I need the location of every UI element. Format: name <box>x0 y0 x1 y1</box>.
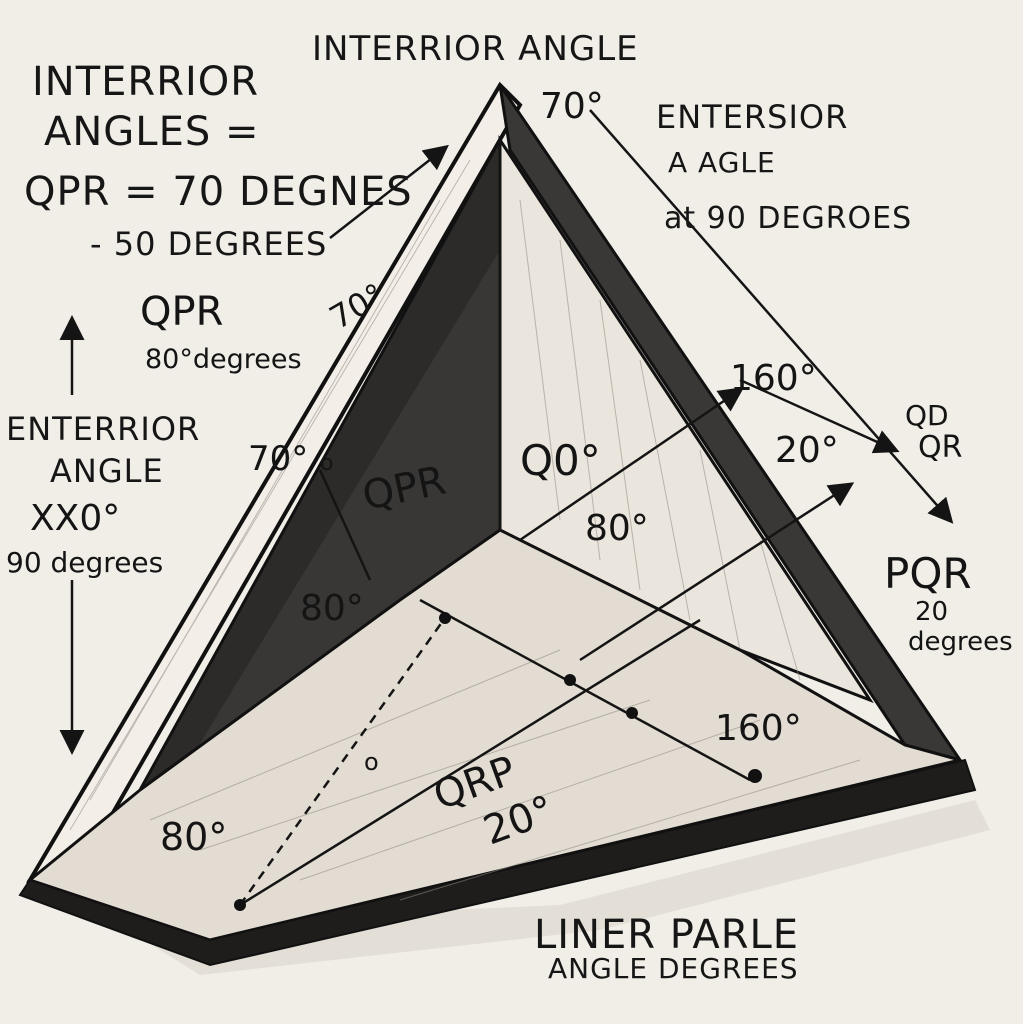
left-80-degrees-label: 80°degrees <box>145 344 302 375</box>
right-top-line1: ENTERSIOR <box>656 98 848 136</box>
right-20-label: 20° <box>775 430 839 471</box>
left-block-line2: ANGLES = <box>44 109 259 155</box>
left-70-label: 70° <box>248 439 308 479</box>
vertex-dots <box>234 612 762 911</box>
right-qd-label: QD <box>905 399 949 432</box>
right-160-bottom-label: 160° <box>715 708 802 749</box>
base-strip <box>18 758 977 967</box>
right-pqr-20-label: 20 <box>915 597 948 627</box>
right-pqr-degrees-label: degrees <box>908 627 1013 657</box>
small-o-label: o <box>320 451 333 476</box>
right-160-top-label: 160° <box>730 358 817 399</box>
left-block-line1: INTERRIOR <box>32 59 259 105</box>
bottom-left-80-label: 80° <box>160 815 227 859</box>
left-exterior-line1: ENTERRIOR <box>6 410 200 448</box>
right-top-line2: A AGLE <box>668 146 776 179</box>
left-exterior-line4: 90 degrees <box>6 546 163 579</box>
left-dark-face-highlight <box>190 250 500 760</box>
bottom-caption-line1: LINER PARLE <box>534 912 799 958</box>
right-top-line3: at 90 DEGROES <box>664 201 912 236</box>
bottom-caption-line2: ANGLE DEGREES <box>548 952 799 985</box>
center-q0-label: Q0° <box>520 436 601 485</box>
construction-lines <box>238 109 954 907</box>
apex-angle-label: 70° <box>540 86 604 127</box>
top-title-label: INTERRIOR ANGLE <box>312 29 639 69</box>
left-block-line4: - 50 DEGREES <box>90 225 327 263</box>
left-80-label: 80° <box>300 588 364 629</box>
left-exterior-line3: XX0° <box>30 498 120 539</box>
left-block-line3: QPR = 70 DEGNES <box>24 169 413 215</box>
left-qpr-label: QPR <box>140 289 223 335</box>
center-80-label: 80° <box>585 508 649 549</box>
bottom-o-label: o <box>364 748 379 776</box>
wood-grain <box>69 159 861 901</box>
right-qr-label: QR <box>918 430 962 465</box>
left-exterior-line2: ANGLE <box>50 452 164 490</box>
right-pqr-label: PQR <box>884 549 972 598</box>
